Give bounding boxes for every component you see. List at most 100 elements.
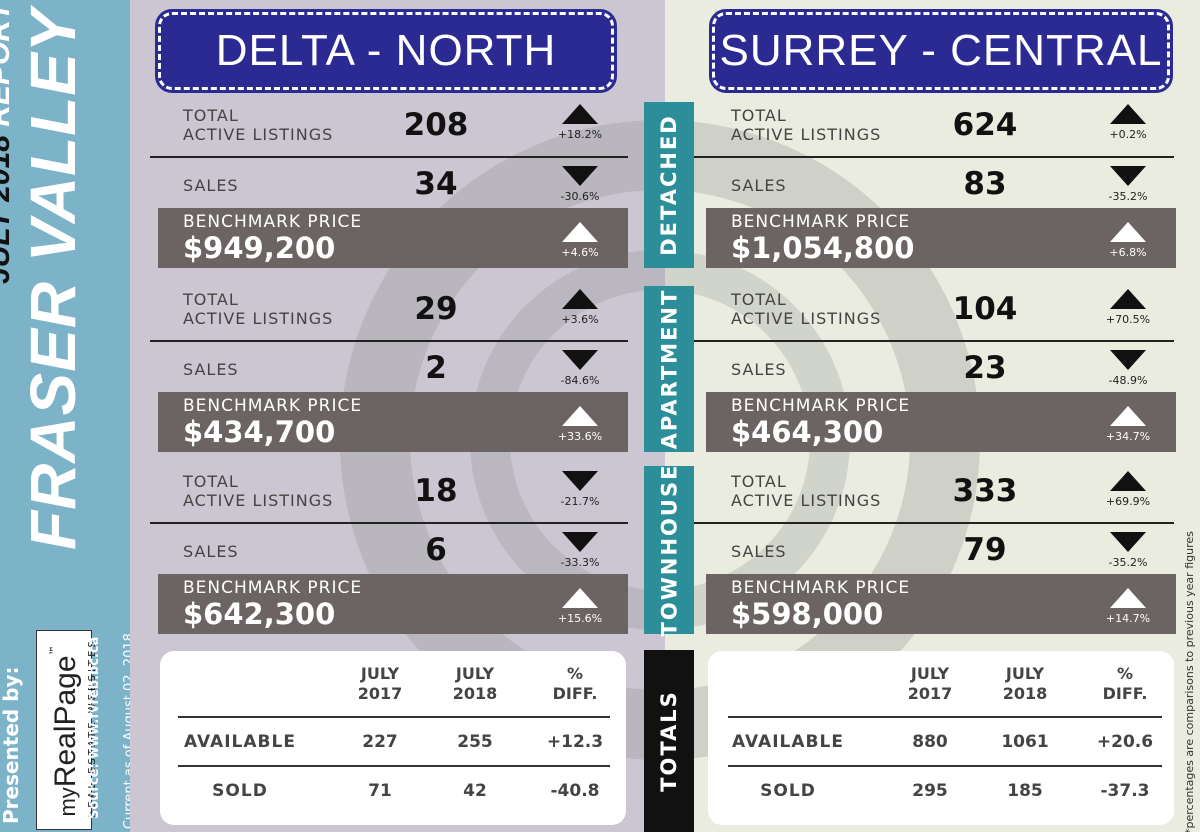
sales-value: 83 xyxy=(963,166,1007,202)
listings-value: 624 xyxy=(952,107,1018,143)
sales-pct: -84.6% xyxy=(560,374,600,387)
listings-value: 18 xyxy=(414,473,458,509)
benchmark-label: BENCHMARK PRICE xyxy=(183,212,363,232)
total-label: TOTAL xyxy=(731,290,787,309)
active-listings-label: ACTIVE LISTINGS xyxy=(731,309,882,328)
listings-value: 29 xyxy=(414,291,458,327)
presented-by: Presented by: xyxy=(0,666,23,824)
down-arrow-icon xyxy=(562,532,598,552)
logo-my: my xyxy=(55,787,80,817)
sales-pct: -33.3% xyxy=(560,556,600,569)
down-arrow-icon xyxy=(1110,166,1146,186)
benchmark-bar xyxy=(158,208,628,268)
divider xyxy=(728,716,1162,718)
active-listings-label: ACTIVE LISTINGS xyxy=(731,125,882,144)
benchmark-bar xyxy=(706,574,1176,634)
up-arrow-icon xyxy=(1110,289,1146,309)
sales-pct: -48.9% xyxy=(1108,374,1148,387)
divider xyxy=(150,156,628,158)
report-month: JULY 2018 xyxy=(0,135,16,284)
sold-2017: 295 xyxy=(912,781,948,801)
up-arrow-icon xyxy=(562,588,598,608)
left-totals-card xyxy=(160,651,626,825)
right-area-title: SURREY - CENTRAL xyxy=(709,9,1173,93)
up-arrow-icon xyxy=(1110,406,1146,426)
sales-pct: -35.2% xyxy=(1108,190,1148,203)
up-arrow-icon xyxy=(562,406,598,426)
up-arrow-icon xyxy=(1110,104,1146,124)
benchmark-bar xyxy=(158,392,628,452)
benchmark-price: $464,300 xyxy=(731,415,884,449)
total-label: TOTAL xyxy=(183,472,239,491)
sales-value: 2 xyxy=(425,350,447,386)
benchmark-label: BENCHMARK PRICE xyxy=(731,396,911,416)
benchmark-pct: +6.8% xyxy=(1109,246,1147,259)
sales-value: 23 xyxy=(963,350,1007,386)
report-word: REPORT xyxy=(0,2,16,127)
sold-diff: -37.3 xyxy=(1100,781,1150,801)
benchmark-price: $949,200 xyxy=(183,231,336,265)
up-arrow-icon xyxy=(1110,588,1146,608)
divider xyxy=(694,522,1174,524)
benchmark-pct: +33.6% xyxy=(557,430,603,443)
divider xyxy=(694,156,1174,158)
listings-value: 104 xyxy=(952,291,1018,327)
active-listings-label: ACTIVE LISTINGS xyxy=(183,309,334,328)
sales-label: SALES xyxy=(731,176,787,195)
benchmark-label: BENCHMARK PRICE xyxy=(731,578,911,598)
sold-label: SOLD xyxy=(760,781,816,801)
down-arrow-icon xyxy=(1110,532,1146,552)
source-link[interactable]: Source: www.fvreb.bc.ca xyxy=(87,636,102,819)
col-header: JULY 2017 xyxy=(907,664,953,703)
sales-label: SALES xyxy=(183,176,239,195)
available-2017: 880 xyxy=(912,732,948,752)
benchmark-pct: +34.7% xyxy=(1105,430,1151,443)
benchmark-price: $642,300 xyxy=(183,597,336,631)
total-label: TOTAL xyxy=(731,106,787,125)
down-arrow-icon xyxy=(1110,350,1146,370)
listings-pct: +70.5% xyxy=(1105,313,1151,326)
sold-2018: 42 xyxy=(463,781,487,801)
benchmark-label: BENCHMARK PRICE xyxy=(183,578,363,598)
logo-name: RealPage xyxy=(49,655,82,788)
sales-value: 34 xyxy=(414,166,458,202)
up-arrow-icon xyxy=(562,104,598,124)
listings-value: 333 xyxy=(952,473,1018,509)
col-header: JULY 2018 xyxy=(452,664,498,703)
benchmark-price: $598,000 xyxy=(731,597,884,631)
total-label: TOTAL xyxy=(183,106,239,125)
listings-pct: +69.9% xyxy=(1105,495,1151,508)
col-header: % DIFF. xyxy=(1102,664,1148,703)
sales-pct: -30.6% xyxy=(560,190,600,203)
benchmark-bar xyxy=(158,574,628,634)
sales-label: SALES xyxy=(183,542,239,561)
listings-pct: +18.2% xyxy=(557,128,603,141)
active-listings-label: ACTIVE LISTINGS xyxy=(731,491,882,510)
category-townhouse: TOWNHOUSE xyxy=(644,464,694,636)
listings-value: 208 xyxy=(403,107,469,143)
category-totals: TOTALS xyxy=(644,650,694,832)
divider xyxy=(150,340,628,342)
up-arrow-icon xyxy=(1110,471,1146,491)
available-diff: +12.3 xyxy=(546,732,604,752)
available-label: AVAILABLE xyxy=(184,732,296,752)
logo-tm: ™ xyxy=(49,645,60,656)
divider xyxy=(694,340,1174,342)
sold-2018: 185 xyxy=(1007,781,1043,801)
realpage-logo: myRealPage™ REAL ESTATE WEBSITES xyxy=(36,630,98,830)
benchmark-bar xyxy=(706,392,1176,452)
available-2018: 255 xyxy=(457,732,493,752)
total-label: TOTAL xyxy=(183,290,239,309)
col-header: % DIFF. xyxy=(552,664,598,703)
report-title: FRASER VALLEY - 3 xyxy=(17,0,89,550)
available-diff: +20.6 xyxy=(1096,732,1154,752)
benchmark-label: BENCHMARK PRICE xyxy=(731,212,911,232)
sold-2017: 71 xyxy=(368,781,392,801)
down-arrow-icon xyxy=(562,471,598,491)
listings-pct: +3.6% xyxy=(561,313,599,326)
benchmark-label: BENCHMARK PRICE xyxy=(183,396,363,416)
footnote: *percentages are comparisons to previous… xyxy=(1183,531,1196,832)
up-arrow-icon xyxy=(1110,222,1146,242)
category-apartment: APARTMENT xyxy=(644,286,694,452)
divider xyxy=(178,716,610,718)
